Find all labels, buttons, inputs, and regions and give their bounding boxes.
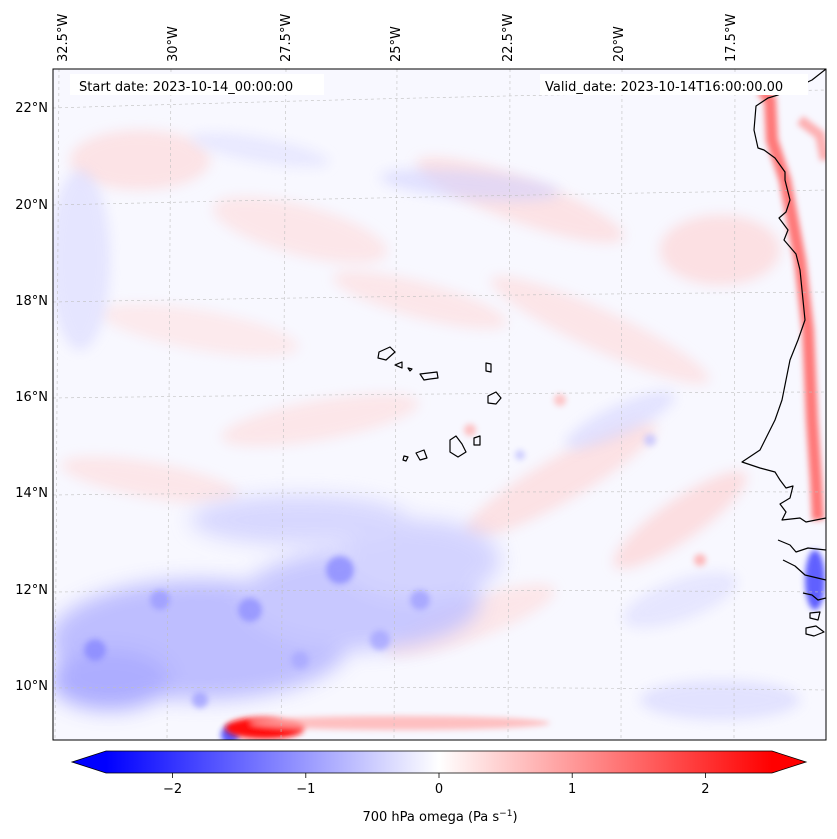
- lat-label: 12°N: [15, 583, 48, 598]
- lat-label: 18°N: [15, 294, 48, 309]
- lon-label: 32.5°W: [56, 14, 71, 62]
- latitude-labels: 22°N 20°N 18°N 16°N 14°N 12°N 10°N: [15, 101, 48, 694]
- colorbar-tick-label: 2: [701, 782, 709, 797]
- lat-label: 16°N: [15, 390, 48, 405]
- start-date-label: Start date: 2023-10-14_00:00:00: [79, 80, 293, 95]
- cape-verde-islands: [377, 346, 502, 462]
- colorbar-title: 700 hPa omega (Pa s−1): [362, 809, 517, 825]
- map-frame: [52, 68, 827, 741]
- colorbar-ticks: −2 −1 0 1 2: [163, 773, 710, 797]
- start-date-box: [70, 74, 324, 95]
- colorbar-tick-label: 0: [435, 782, 443, 797]
- lon-label: 17.5°W: [724, 14, 739, 62]
- valid-date-box: [540, 74, 808, 95]
- colorbar-min-extend: [72, 751, 106, 773]
- colorbar-tick-label: 1: [568, 782, 576, 797]
- lat-label: 22°N: [15, 101, 48, 116]
- colorbar-tick-label: −1: [296, 782, 315, 797]
- colorbar-outline: [70, 750, 808, 774]
- gridlines: [53, 69, 826, 740]
- valid-date-label: Valid_date: 2023-10-14T16:00:00.00: [545, 80, 783, 95]
- colorbar: −2 −1 0 1 2 700 hPa omega (Pa s−1): [70, 750, 808, 825]
- colorbar-body: [106, 751, 772, 773]
- lat-label: 10°N: [15, 679, 48, 694]
- lon-label: 30°W: [166, 26, 181, 62]
- lon-label: 27.5°W: [279, 14, 294, 62]
- omega-field: [53, 69, 826, 740]
- lon-label: 22.5°W: [501, 14, 516, 62]
- lat-label: 14°N: [15, 486, 48, 501]
- colorbar-max-extend: [772, 751, 806, 773]
- colorbar-tick-label: −2: [163, 782, 182, 797]
- lon-label: 25°W: [389, 26, 404, 62]
- coastline: [741, 69, 826, 637]
- lat-label: 20°N: [15, 198, 48, 213]
- lon-label: 20°W: [612, 26, 627, 62]
- longitude-labels: 32.5°W 30°W 27.5°W 25°W 22.5°W 20°W 17.5…: [56, 14, 739, 62]
